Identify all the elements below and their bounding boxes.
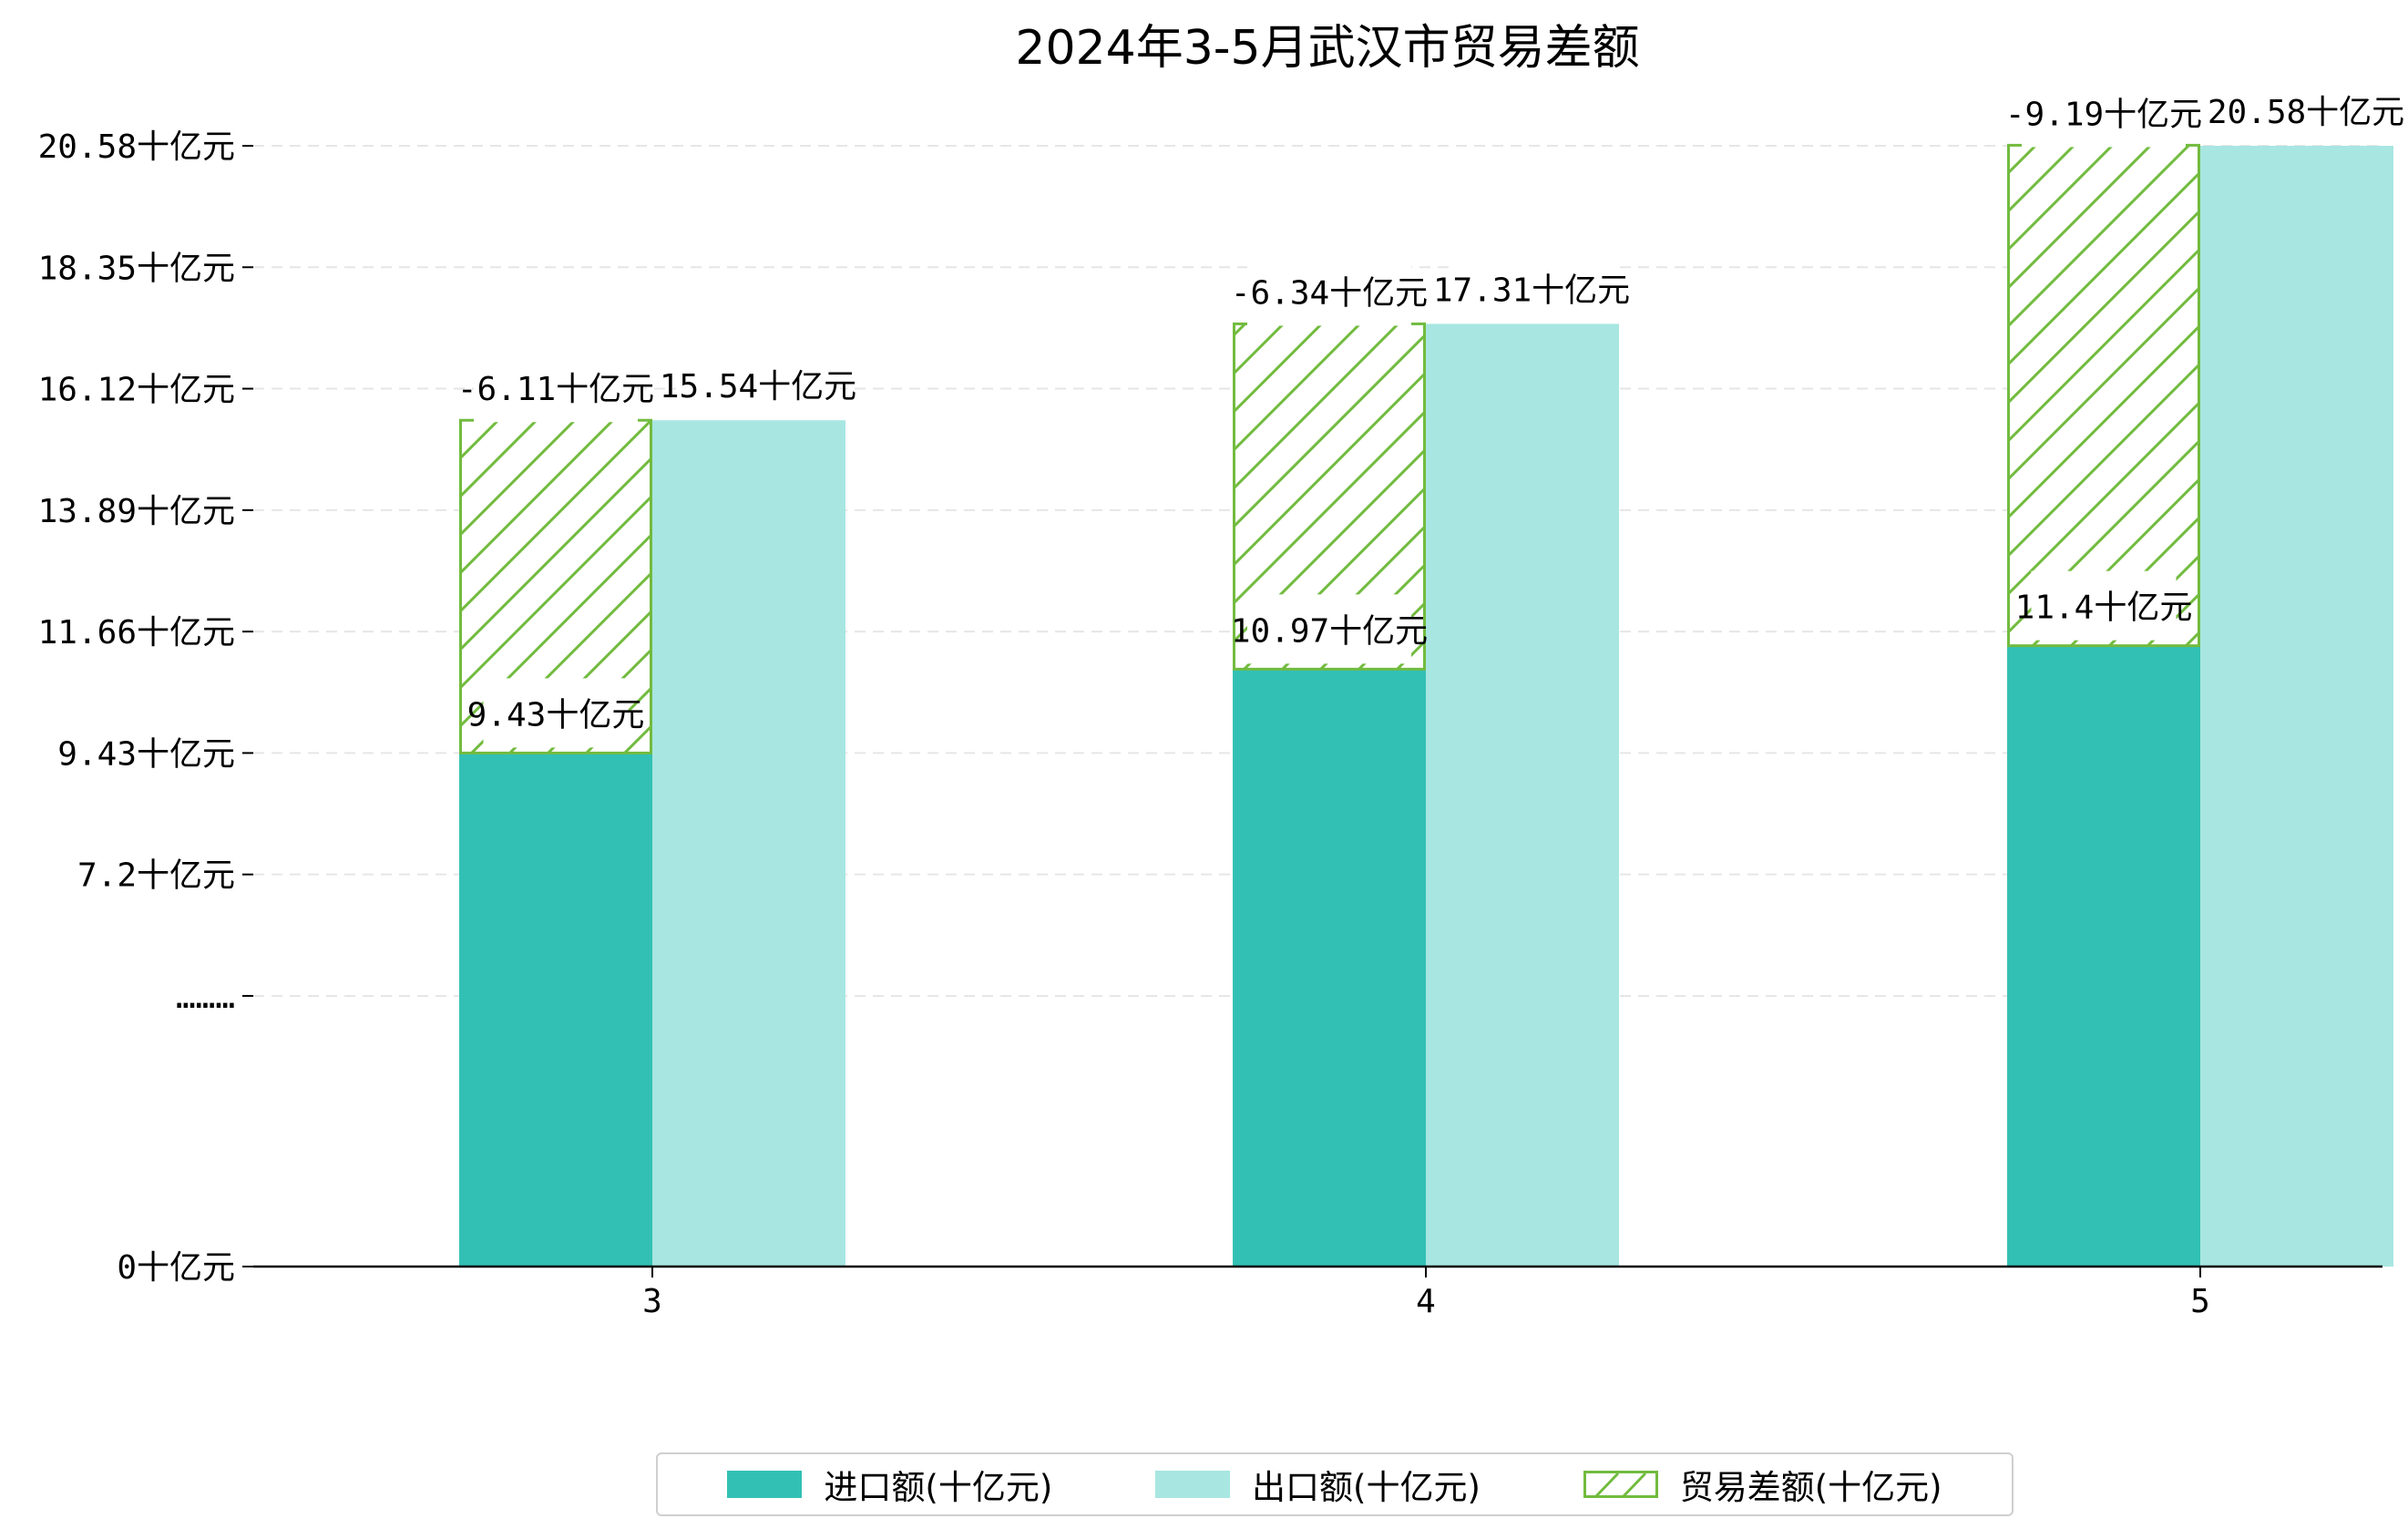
data-label: 20.58十亿元 — [2208, 94, 2404, 131]
import-swatch — [727, 1471, 803, 1498]
y-tick-label: 11.66十亿元 — [38, 614, 235, 652]
data-label-bg — [2031, 570, 2177, 641]
legend-item-export[interactable]: 出口额(十亿元) — [1155, 1460, 1481, 1509]
legend-item-balance[interactable]: 贸易差额(十亿元) — [1583, 1460, 1942, 1509]
bar-balance[interactable] — [2007, 143, 2200, 648]
data-label: 17.31十亿元 — [1433, 272, 1630, 309]
data-label-bg — [1247, 594, 1411, 664]
bars — [459, 143, 2393, 1267]
data-label-bg — [1450, 253, 1614, 323]
bar-export[interactable] — [652, 420, 845, 1267]
y-tick-label: 20.58十亿元 — [38, 128, 235, 166]
x-tick-label: 4 — [1416, 1283, 1436, 1320]
x-tick-label: 3 — [642, 1283, 662, 1320]
y-tick-label: ……… — [176, 979, 235, 1016]
data-label-bg — [676, 350, 840, 420]
data-label: -9.19十亿元 — [2005, 96, 2202, 133]
data-labels: 15.54十亿元-6.11十亿元 9.43十亿元 17.31十亿元-6.34十亿元 1… — [457, 76, 2404, 748]
legend-label-export: 出口额(十亿元) — [1252, 1468, 1481, 1507]
bar-import[interactable] — [2007, 645, 2200, 1267]
chart-title: 2024年3-5月武汉市贸易差额 — [1015, 21, 1639, 76]
x-tick-label: 5 — [2190, 1283, 2210, 1320]
legend-item-import[interactable]: 进口额(十亿元) — [727, 1460, 1052, 1509]
data-label: -6.34十亿元 — [1231, 274, 1428, 312]
bar-export[interactable] — [1426, 323, 1619, 1267]
data-label-bg — [483, 678, 629, 748]
legend-label-import: 进口额(十亿元) — [824, 1468, 1053, 1507]
data-label: 9.43十亿元 — [467, 696, 645, 734]
data-label-bg — [474, 353, 638, 423]
y-tick-label: 9.43十亿元 — [57, 735, 235, 773]
data-label-bg — [2224, 76, 2388, 145]
legend: 进口额(十亿元) 出口额(十亿元) 贸易差额(十亿元) — [656, 1452, 2013, 1516]
data-label: -6.11十亿元 — [457, 371, 654, 408]
data-label: 15.54十亿元 — [660, 368, 856, 405]
export-swatch — [1155, 1471, 1231, 1498]
balance-swatch — [1583, 1471, 1658, 1498]
data-label-bg — [2022, 77, 2186, 148]
y-tick-label: 13.89十亿元 — [38, 493, 235, 530]
data-label: 11.4十亿元 — [2015, 590, 2193, 627]
y-tick-label: 16.12十亿元 — [38, 372, 235, 409]
axes: 0十亿元 ……… 7.2十亿元 9.43十亿元 11.66十亿元 13.89十亿元 16.1… — [38, 128, 2382, 1320]
legend-label-balance: 贸易差额(十亿元) — [1679, 1468, 1942, 1507]
y-tick-label: 18.35十亿元 — [38, 250, 235, 287]
bar-import[interactable] — [459, 753, 652, 1267]
data-label: 10.97十亿元 — [1231, 612, 1428, 650]
bar-export[interactable] — [2200, 146, 2393, 1267]
y-tick-label: 7.2十亿元 — [77, 857, 235, 895]
data-label-bg — [1247, 256, 1411, 326]
y-tick-label: 0十亿元 — [117, 1249, 235, 1287]
bar-import[interactable] — [1233, 669, 1426, 1267]
